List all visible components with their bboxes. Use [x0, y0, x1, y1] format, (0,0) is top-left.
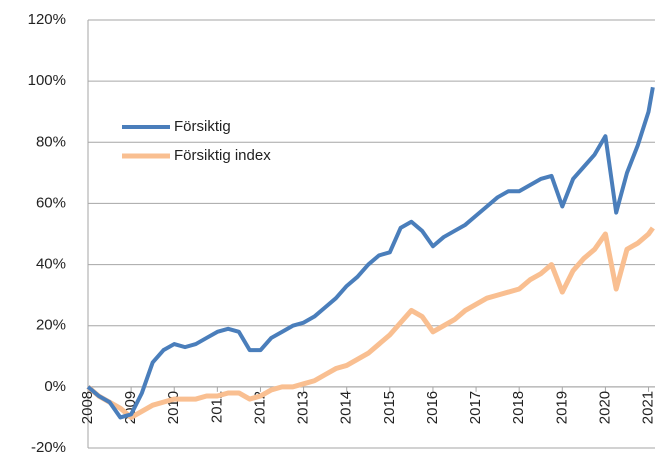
y-tick-label: 60% — [36, 194, 66, 211]
y-tick-label: -20% — [31, 439, 66, 454]
x-tick-label: 2016 — [424, 391, 441, 424]
y-tick-label: 100% — [28, 72, 66, 89]
x-tick-label: 2014 — [338, 391, 355, 424]
x-tick-label: 2013 — [295, 391, 312, 424]
x-tick-label: 2021 — [640, 391, 657, 424]
y-tick-label: 40% — [36, 256, 66, 273]
y-tick-label: 20% — [36, 317, 66, 334]
x-tick-label: 2017 — [467, 391, 484, 424]
x-tick-label: 2010 — [165, 391, 182, 424]
legend-label: Försiktig — [174, 118, 231, 135]
x-tick-label: 2019 — [553, 391, 570, 424]
y-tick-label: 0% — [44, 378, 66, 395]
x-tick-label: 2008 — [79, 391, 96, 424]
y-tick-label: 80% — [36, 133, 66, 150]
y-tick-label: 120% — [28, 11, 66, 28]
legend-label: Försiktig index — [174, 147, 271, 164]
x-tick-label: 2011 — [208, 391, 225, 423]
x-tick-label: 2018 — [510, 391, 527, 424]
x-tick-label: 2015 — [381, 391, 398, 424]
x-tick-label: 2020 — [596, 391, 613, 424]
series-line — [86, 226, 655, 420]
series-line — [86, 86, 655, 420]
